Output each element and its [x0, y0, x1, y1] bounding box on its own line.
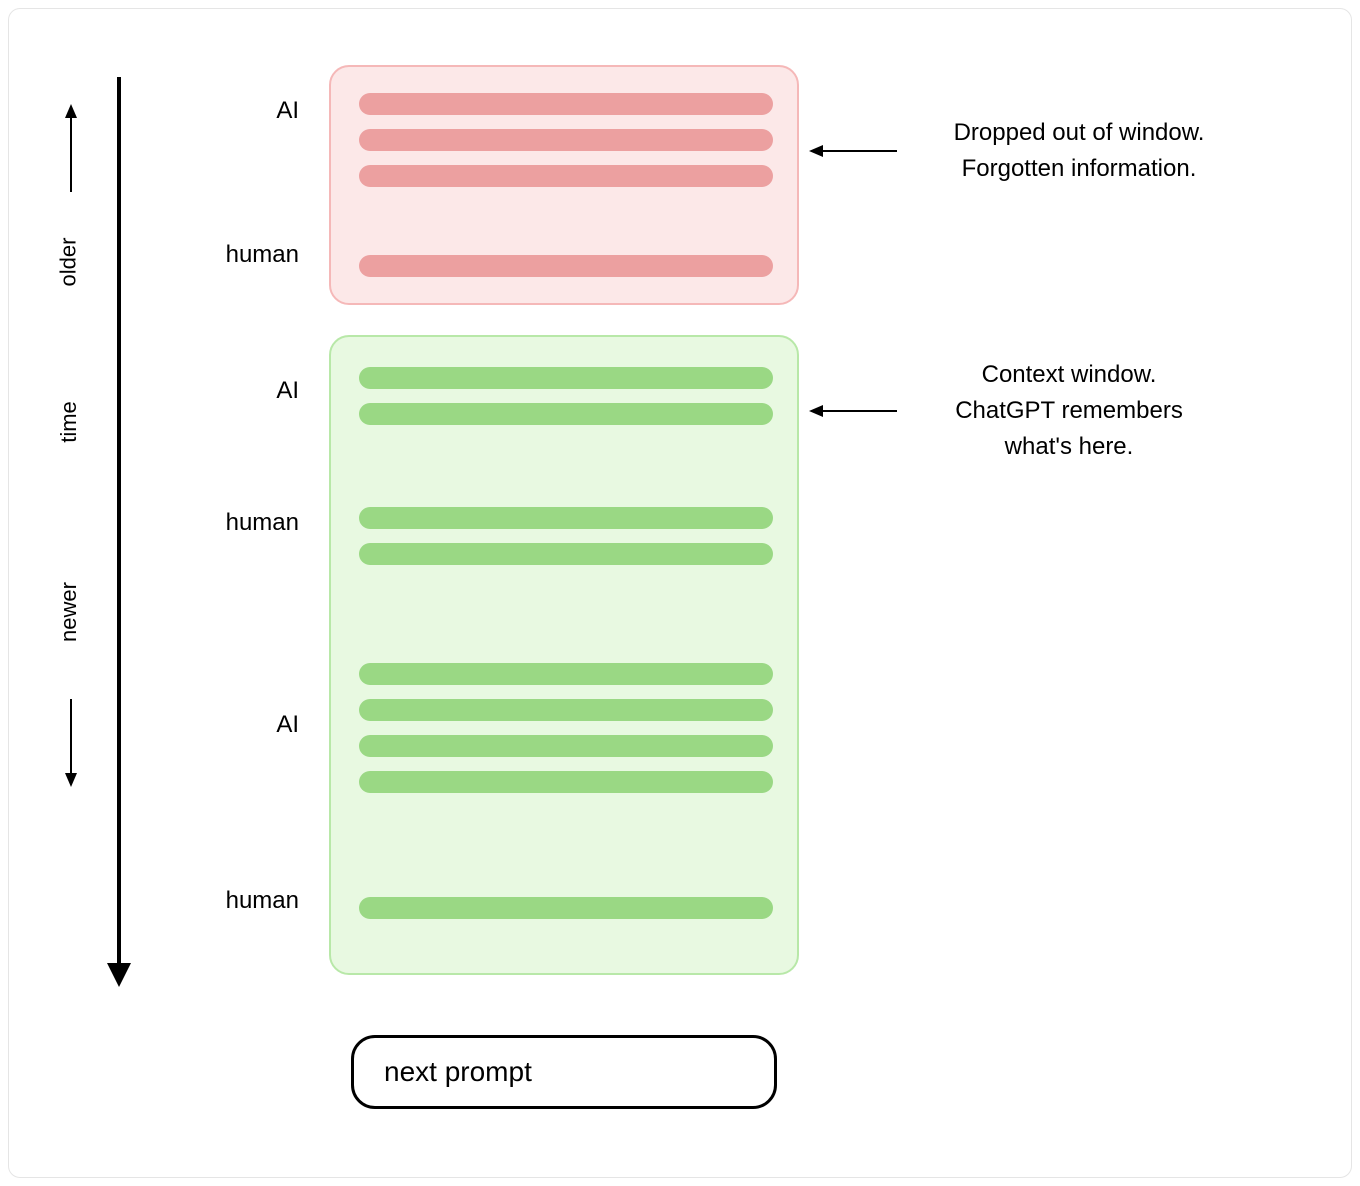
context-box: [329, 335, 799, 975]
forgotten-bar: [359, 129, 773, 151]
context-bar: [359, 897, 773, 919]
timeline-main-arrow: [99, 77, 139, 987]
forgotten-bar: [359, 255, 773, 277]
context-bar: [359, 543, 773, 565]
context-bar: [359, 507, 773, 529]
forgotten-box: [329, 65, 799, 305]
timeline-down-arrow: [61, 699, 81, 789]
context-bar: [359, 367, 773, 389]
next-prompt-label: next prompt: [384, 1056, 532, 1088]
context-bar: [359, 403, 773, 425]
annotation-context-line1: Context window.: [909, 357, 1229, 393]
next-prompt-box[interactable]: next prompt: [351, 1035, 777, 1109]
annotation-context-arrow: [809, 401, 899, 421]
annotation-forgotten-arrow: [809, 141, 899, 161]
annotation-context-line3: what's here.: [909, 429, 1229, 465]
annotation-forgotten-line1: Dropped out of window.: [909, 115, 1249, 151]
timeline-up-arrow: [61, 104, 81, 194]
context-bar: [359, 771, 773, 793]
role-label-ai: AI: [209, 377, 299, 405]
axis-label-time: time: [56, 401, 82, 443]
forgotten-bar: [359, 93, 773, 115]
annotation-forgotten: Dropped out of window. Forgotten informa…: [909, 115, 1249, 187]
annotation-context-line2: ChatGPT remembers: [909, 393, 1229, 429]
axis-label-newer: newer: [56, 582, 82, 642]
context-bar: [359, 663, 773, 685]
annotation-context: Context window. ChatGPT remembers what's…: [909, 357, 1229, 465]
role-label-ai: AI: [209, 711, 299, 739]
axis-label-older: older: [55, 238, 81, 287]
role-label-ai: AI: [209, 97, 299, 125]
context-bar: [359, 735, 773, 757]
diagram-frame: older time newer AI human AI human AI hu…: [8, 8, 1352, 1178]
forgotten-bar: [359, 165, 773, 187]
role-label-human: human: [209, 509, 299, 537]
role-label-human: human: [209, 887, 299, 915]
annotation-forgotten-line2: Forgotten information.: [909, 151, 1249, 187]
context-bar: [359, 699, 773, 721]
role-label-human: human: [209, 241, 299, 269]
